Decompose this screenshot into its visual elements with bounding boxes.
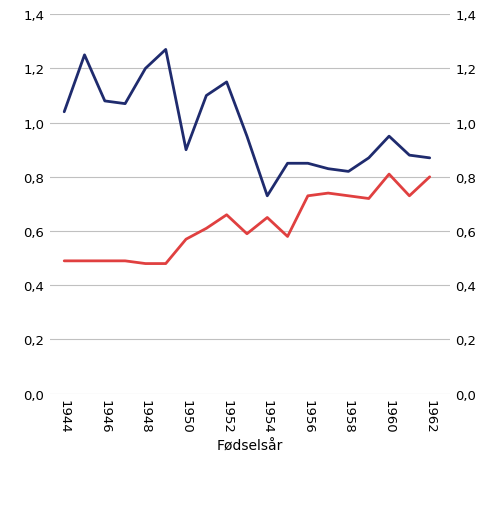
X-axis label: Fødselsår: Fødselsår: [217, 439, 283, 453]
